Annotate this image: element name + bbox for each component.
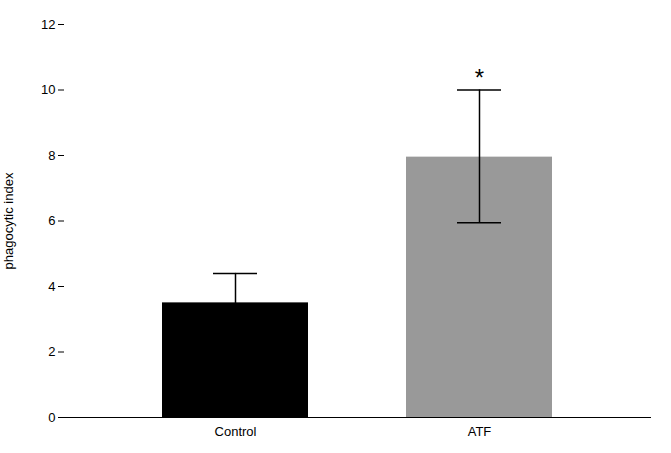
svg-text:phagocytic index: phagocytic index (1, 172, 16, 269)
svg-text:4: 4 (48, 279, 55, 294)
svg-text:ATF: ATF (468, 424, 492, 439)
svg-text:12: 12 (41, 17, 55, 32)
svg-text:Control: Control (215, 424, 257, 439)
svg-text:2: 2 (48, 344, 55, 359)
svg-text:*: * (475, 64, 484, 91)
svg-text:8: 8 (48, 148, 55, 163)
svg-text:0: 0 (48, 410, 55, 425)
svg-text:6: 6 (48, 213, 55, 228)
svg-text:10: 10 (41, 82, 55, 97)
